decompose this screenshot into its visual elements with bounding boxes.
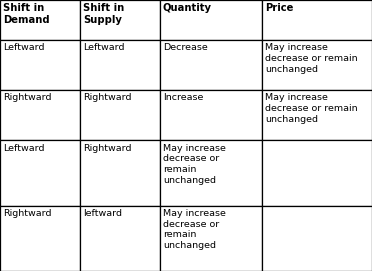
Text: Leftward: Leftward — [3, 144, 45, 153]
Text: Leftward: Leftward — [3, 43, 45, 52]
Bar — [80, 40, 160, 90]
Text: leftward: leftward — [83, 209, 122, 218]
Bar — [80, 140, 160, 206]
Bar — [262, 40, 372, 90]
Text: May increase
decrease or
remain
unchanged: May increase decrease or remain unchange… — [163, 209, 226, 250]
Bar — [0, 40, 80, 90]
Text: May increase
decrease or remain
unchanged: May increase decrease or remain unchange… — [265, 93, 358, 124]
Bar — [262, 90, 372, 140]
Bar — [80, 0, 160, 40]
Bar — [0, 0, 80, 40]
Text: May increase
decrease or remain
unchanged: May increase decrease or remain unchange… — [265, 43, 358, 74]
Bar — [160, 140, 262, 206]
Bar — [262, 140, 372, 206]
Text: Increase: Increase — [163, 93, 203, 102]
Text: May increase
decrease or
remain
unchanged: May increase decrease or remain unchange… — [163, 144, 226, 185]
Text: Rightward: Rightward — [83, 144, 131, 153]
Bar — [160, 90, 262, 140]
Bar — [262, 0, 372, 40]
Text: Shift in
Demand: Shift in Demand — [3, 3, 49, 25]
Bar — [0, 90, 80, 140]
Bar — [262, 206, 372, 271]
Bar — [80, 206, 160, 271]
Bar — [0, 140, 80, 206]
Text: Rightward: Rightward — [83, 93, 131, 102]
Text: Quantity: Quantity — [163, 3, 212, 13]
Text: Price: Price — [265, 3, 294, 13]
Bar — [80, 90, 160, 140]
Text: Rightward: Rightward — [3, 93, 51, 102]
Text: Rightward: Rightward — [3, 209, 51, 218]
Bar — [160, 206, 262, 271]
Text: Shift in
Supply: Shift in Supply — [83, 3, 124, 25]
Bar — [160, 0, 262, 40]
Text: Leftward: Leftward — [83, 43, 125, 52]
Bar — [160, 40, 262, 90]
Text: Decrease: Decrease — [163, 43, 208, 52]
Bar — [0, 206, 80, 271]
